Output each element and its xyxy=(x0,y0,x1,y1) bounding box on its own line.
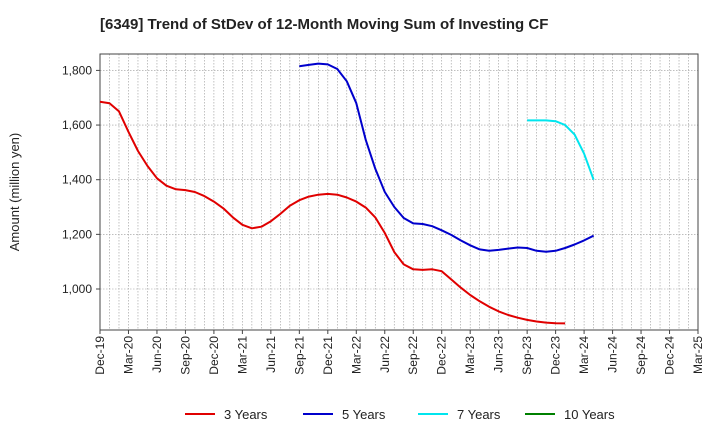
x-tick-label: Sep-24 xyxy=(634,336,648,375)
x-tick-label: Jun-20 xyxy=(150,336,164,373)
x-tick-label: Mar-22 xyxy=(349,336,363,374)
legend-label-10-years: 10 Years xyxy=(564,407,615,422)
y-tick-label: 1,400 xyxy=(62,173,92,187)
x-tick-label: Dec-20 xyxy=(207,336,221,375)
legend-label-3-years: 3 Years xyxy=(224,407,268,422)
x-tick-label: Dec-22 xyxy=(435,336,449,375)
x-axis: Dec-19 Mar-20 Jun-20 Sep-20 Dec-20 Mar-21 Jun-… xyxy=(93,330,705,375)
x-tick-label: Sep-23 xyxy=(520,336,534,375)
x-tick-label: Mar-20 xyxy=(121,336,135,374)
series-group xyxy=(99,62,595,325)
legend-label-5-years: 5 Years xyxy=(342,407,386,422)
plot-area xyxy=(99,53,699,331)
series-line-7-years xyxy=(527,119,595,181)
x-tick-label: Mar-23 xyxy=(463,336,477,374)
y-tick-label: 1,600 xyxy=(62,118,92,132)
x-tick-label: Dec-24 xyxy=(663,336,677,375)
x-tick-label: Sep-22 xyxy=(406,336,420,375)
grid xyxy=(100,54,698,330)
x-tick-label: Dec-23 xyxy=(549,336,563,375)
legend: 3 Years 5 Years 7 Years 10 Years xyxy=(185,407,615,422)
y-tick-label: 1,800 xyxy=(62,63,92,77)
x-tick-label: Dec-21 xyxy=(321,336,335,375)
y-axis: 1,000 1,200 1,400 1,600 1,800 xyxy=(62,63,100,296)
x-tick-label: Jun-23 xyxy=(492,336,506,373)
x-tick-label: Mar-25 xyxy=(691,336,705,374)
y-tick-label: 1,200 xyxy=(62,227,92,241)
x-tick-label: Mar-21 xyxy=(235,336,249,374)
x-tick-label: Jun-22 xyxy=(378,336,392,373)
x-tick-label: Jun-21 xyxy=(264,336,278,373)
chart-title: [6349] Trend of StDev of 12-Month Moving… xyxy=(100,16,548,33)
series-line-5-years xyxy=(299,62,595,253)
x-tick-label: Dec-19 xyxy=(93,336,107,375)
x-tick-label: Mar-24 xyxy=(577,336,591,374)
y-axis-label: Amount (million yen) xyxy=(7,133,22,252)
x-tick-label: Sep-21 xyxy=(292,336,306,375)
x-tick-label: Sep-20 xyxy=(178,336,192,375)
series-line-3-years xyxy=(99,100,566,325)
legend-label-7-years: 7 Years xyxy=(457,407,501,422)
x-tick-label: Jun-24 xyxy=(606,336,620,373)
y-tick-label: 1,000 xyxy=(62,282,92,296)
